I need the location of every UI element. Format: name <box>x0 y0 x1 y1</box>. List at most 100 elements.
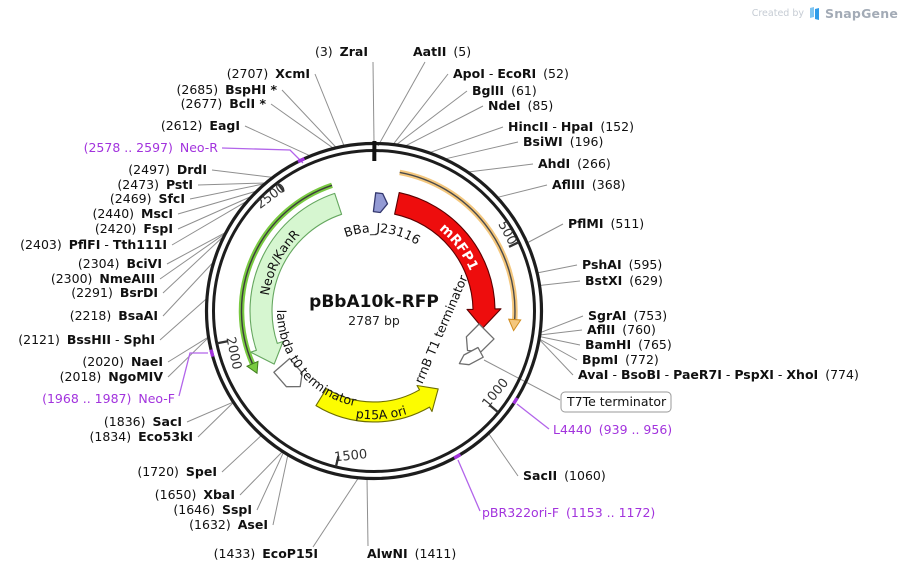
tick-mark-1000 <box>489 404 499 413</box>
enzyme-label-BpmI[interactable]: BpmI (772) <box>582 352 659 367</box>
callout-line <box>312 476 360 548</box>
enzyme-label-FspI[interactable]: (2420) FspI <box>95 221 173 236</box>
enzyme-label-SspI[interactable]: (1646) SspI <box>173 502 252 517</box>
primer-label-L4440[interactable]: L4440 (939 .. 956) <box>553 422 672 437</box>
enzyme-label-AvaI-BsoBI-PaeR7I-PspXI-XhoI[interactable]: AvaI - BsoBI - PaeR7I - PspXI - XhoI (774… <box>578 367 859 382</box>
enzyme-label-NdeI[interactable]: NdeI (85) <box>488 98 553 113</box>
tick-mark-2500 <box>276 182 285 193</box>
feature-band-NeoR/KanR[interactable] <box>249 192 343 365</box>
feature-glyph-terminator-lambda-t0[interactable] <box>273 357 303 388</box>
enzyme-label-EcoP15I[interactable]: (1433) EcoP15I <box>214 546 318 561</box>
enzyme-label-AlwNI[interactable]: AlwNI (1411) <box>367 546 456 561</box>
primer-callout-line <box>221 147 304 164</box>
callout-line <box>405 105 484 147</box>
enzyme-label-SpeI[interactable]: (1720) SpeI <box>137 464 217 479</box>
feature-label-lambda t0 terminator[interactable]: lambda t0 terminator <box>274 310 359 410</box>
feature-label-BBa_J23116[interactable]: BBa_J23116 <box>342 220 423 247</box>
enzyme-label-BsrDI[interactable]: (2291) BsrDI <box>71 285 158 300</box>
enzyme-label-ApoI-EcoRI[interactable]: ApoI - EcoRI (52) <box>453 66 569 81</box>
enzyme-label-XcmI[interactable]: (2707) XcmI <box>227 66 310 81</box>
callout-line <box>538 264 578 274</box>
tick-mark-500 <box>508 241 519 248</box>
plasmid-size: 2787 bp <box>348 313 400 328</box>
enzyme-label-SacII[interactable]: SacII (1060) <box>523 468 606 483</box>
enzyme-label-BspHI *[interactable]: (2685) BspHI * <box>177 82 278 97</box>
enzyme-label-SacI[interactable]: (1836) SacI <box>104 414 182 429</box>
callout-line <box>372 61 375 143</box>
callout-line <box>377 61 426 147</box>
callout-line <box>483 359 561 401</box>
enzyme-label-XbaI[interactable]: (1650) XbaI <box>155 487 235 502</box>
plasmid-name: pBbA10k-RFP <box>309 292 439 312</box>
enzyme-label-NgoMIV[interactable]: (2018) NgoMIV <box>60 369 164 384</box>
callout-line <box>540 315 584 333</box>
callout-line <box>272 455 289 526</box>
enzyme-label-BsaAI[interactable]: (2218) BsaAI <box>70 308 158 323</box>
callout-line <box>498 184 548 198</box>
callout-line <box>445 141 519 160</box>
primer-site-Neo-F <box>209 349 215 358</box>
callout-line <box>159 298 207 341</box>
callout-line <box>186 401 233 423</box>
enzyme-label-BssHII-SphI[interactable]: (2121) BssHII - SphI <box>18 332 155 347</box>
callout-line <box>239 451 283 496</box>
enzyme-label-PshAI[interactable]: PshAI (595) <box>582 257 662 272</box>
primer-label-Neo-R[interactable]: (2578 .. 2597) Neo-R <box>84 140 219 155</box>
callout-line <box>162 236 223 294</box>
enzyme-label-BsiWI[interactable]: BsiWI (196) <box>523 134 603 149</box>
enzyme-label-PflMI[interactable]: PflMI (511) <box>568 216 644 231</box>
primer-label-Neo-F[interactable]: (1968 .. 1987) Neo-F <box>42 391 175 406</box>
enzyme-label-HincII-HpaI[interactable]: HincII - HpaI (152) <box>508 119 634 134</box>
enzyme-label-Eco53kI[interactable]: (1834) Eco53kI <box>90 429 193 444</box>
enzyme-label-BamHI[interactable]: BamHI (765) <box>585 337 672 352</box>
callout-line <box>430 126 504 153</box>
enzyme-label-NmeAIII[interactable]: (2300) NmeAIII <box>51 271 155 286</box>
feature-band-p15A ori[interactable] <box>315 384 439 423</box>
boxed-label-frame <box>560 391 672 413</box>
enzyme-label-PstI[interactable]: (2473) PstI <box>117 177 193 192</box>
enzyme-label-BglII[interactable]: BglII (61) <box>472 83 537 98</box>
callout-line <box>396 90 468 145</box>
primer-site-L4440 <box>512 397 519 405</box>
callout-line <box>171 201 246 246</box>
enzyme-label-MscI[interactable]: (2440) MscI <box>92 206 173 221</box>
enzyme-label-BstXI[interactable]: BstXI (629) <box>585 273 663 288</box>
enzyme-label-AflII[interactable]: AflII (760) <box>587 322 656 337</box>
tick-label-1000: 1000 <box>480 376 512 411</box>
enzyme-label-ZraI[interactable]: (3) ZraI <box>315 44 368 59</box>
enzyme-label-AhdI[interactable]: AhdI (266) <box>538 156 611 171</box>
orf-arrowhead <box>245 360 259 375</box>
enzyme-label-DrdI[interactable]: (2497) DrdI <box>128 162 207 177</box>
callout-line <box>159 233 225 280</box>
enzyme-label-EagI[interactable]: (2612) EagI <box>161 118 240 133</box>
feature-glyph-promoter-BBa_J23116[interactable] <box>372 192 389 214</box>
primer-label-pBR322ori-F[interactable]: pBR322ori-F (1153 .. 1172) <box>482 505 655 520</box>
boxed-label-T7Te terminator[interactable]: T7Te terminator <box>566 394 667 409</box>
feature-glyph-terminator-rrnB-T1[interactable] <box>465 323 495 353</box>
callout-line <box>189 183 264 200</box>
enzyme-label-AflIII[interactable]: AflIII (368) <box>552 177 626 192</box>
callout-line <box>527 223 564 243</box>
feature-glyph-terminator-T7Te[interactable] <box>458 346 484 366</box>
callout-line <box>539 339 574 376</box>
tick-label-1500: 1500 <box>333 447 367 465</box>
enzyme-label-AatII[interactable]: AatII (5) <box>413 44 471 59</box>
feature-label-rrnB T1 terminator[interactable]: rrnB T1 terminator <box>411 272 471 386</box>
enzyme-label-BclI *[interactable]: (2677) BclI * <box>181 96 267 111</box>
enzyme-label-PflFI-Tth111I[interactable]: (2403) PflFI - Tth111I <box>20 237 167 252</box>
tick-mark-1500 <box>334 455 340 467</box>
callout-line <box>281 89 336 148</box>
enzyme-label-BciVI[interactable]: (2304) BciVI <box>78 256 162 271</box>
enzyme-label-SfcI[interactable]: (2469) SfcI <box>110 191 185 206</box>
callout-line <box>177 191 256 215</box>
callout-line <box>197 182 265 186</box>
orf-arc-centerline <box>399 171 516 320</box>
primer-callout-line <box>516 403 550 430</box>
callout-line <box>314 73 345 146</box>
enzyme-label-NaeI[interactable]: (2020) NaeI <box>82 354 163 369</box>
enzyme-label-SgrAI[interactable]: SgrAI (753) <box>588 308 667 323</box>
watermark-brand: SnapGene <box>825 6 898 21</box>
enzyme-label-AseI[interactable]: (1632) AseI <box>189 517 268 532</box>
feature-label-p15A ori[interactable]: p15A ori <box>355 403 408 423</box>
